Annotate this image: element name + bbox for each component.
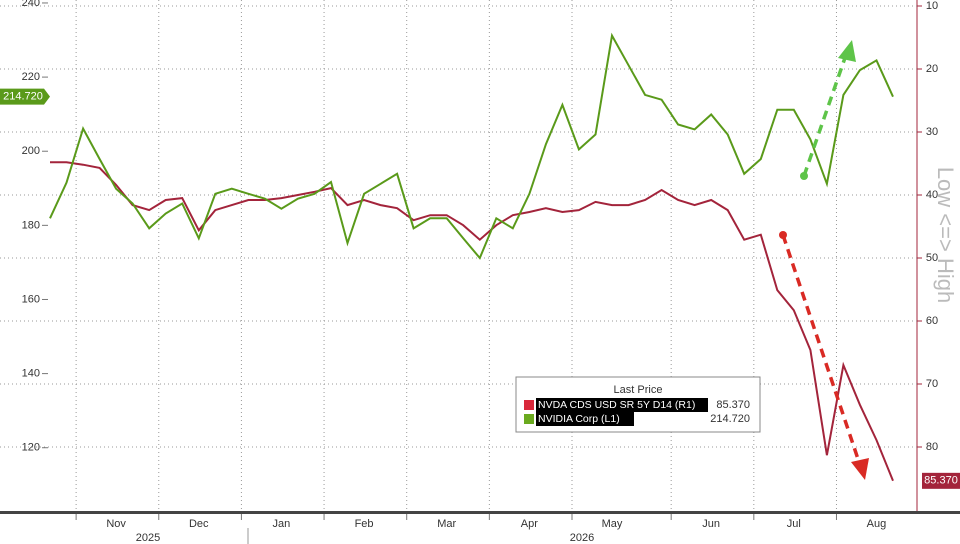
red-arrow-line bbox=[781, 234, 862, 466]
y-tick-label: 200 bbox=[22, 145, 40, 157]
x-tick-label: Jul bbox=[787, 518, 801, 530]
x-tick-label: May bbox=[602, 518, 623, 530]
x-tick-label: Jan bbox=[273, 518, 291, 530]
y2-tick-label: 60 bbox=[926, 315, 938, 327]
y2-tick-label: 80 bbox=[926, 441, 938, 453]
y-tick-label: 120 bbox=[22, 442, 40, 454]
y2-tick-label: 30 bbox=[926, 126, 938, 138]
y-tick-label: 240 bbox=[22, 0, 40, 9]
x-year-label: 2026 bbox=[570, 532, 594, 544]
x-tick-label: Aug bbox=[867, 518, 887, 530]
last-value-label: 85.370 bbox=[924, 475, 958, 487]
y2-tick-label: 40 bbox=[926, 189, 938, 201]
legend-swatch bbox=[524, 400, 534, 410]
last-value-box bbox=[0, 88, 50, 105]
x-tick-label: Feb bbox=[355, 518, 374, 530]
y-tick-label: 160 bbox=[22, 293, 40, 305]
annotation-arrows bbox=[779, 40, 869, 480]
legend: Last Price NVDA CDS USD SR 5Y D14 (R1) 85… bbox=[515, 376, 761, 433]
plot-area: 10 20 30 40 50 60 70 80 120 140 160 180 200 220 240 Nov… bbox=[0, 0, 938, 544]
x-year-label: 2025 bbox=[136, 532, 160, 544]
x-tick-label: Mar bbox=[437, 518, 456, 530]
y2-tick-label: 70 bbox=[926, 378, 938, 390]
legend-name-bg bbox=[536, 412, 634, 426]
green-arrow-start bbox=[800, 172, 808, 180]
y2-tick-label: 10 bbox=[926, 0, 938, 12]
series-line bbox=[50, 161, 894, 482]
y-tick-label: 180 bbox=[22, 219, 40, 231]
green-arrow-head bbox=[838, 40, 856, 62]
green-arrow-line bbox=[802, 51, 849, 177]
series-line bbox=[49, 32, 894, 260]
y-tick-label: 140 bbox=[22, 368, 40, 380]
x-tick-label: Jun bbox=[702, 518, 720, 530]
legend-name-bg bbox=[536, 398, 708, 412]
y2-tick-label: 20 bbox=[926, 63, 938, 75]
legend-entry: NVDA CDS USD SR 5Y D14 (R1) bbox=[538, 399, 695, 411]
y-tick-label: 220 bbox=[22, 71, 40, 83]
y2-axis-title: Low <=> High bbox=[933, 167, 958, 303]
last-value-label: 214.720 bbox=[3, 91, 43, 103]
legend-title: Last Price bbox=[614, 384, 663, 396]
x-tick-label: Nov bbox=[106, 518, 126, 530]
red-arrow-head bbox=[851, 458, 869, 480]
x-axis-band bbox=[0, 511, 960, 514]
red-arrow-start bbox=[779, 231, 787, 239]
x-tick-label: Dec bbox=[189, 518, 209, 530]
legend-value: 214.720 bbox=[710, 413, 750, 425]
y2-tick-label: 50 bbox=[926, 252, 938, 264]
x-tick-label: Apr bbox=[521, 518, 538, 530]
legend-entry: NVIDIA Corp (L1) bbox=[538, 413, 620, 425]
legend-swatch bbox=[524, 414, 534, 424]
last-value-box bbox=[922, 472, 960, 489]
legend-value: 85.370 bbox=[716, 399, 750, 411]
